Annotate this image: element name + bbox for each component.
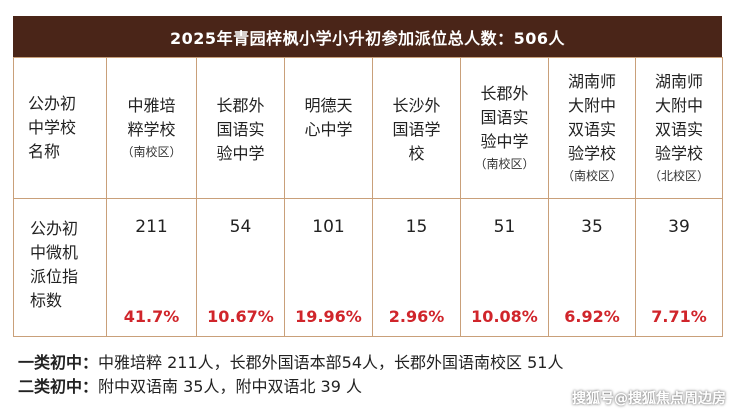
row-label-line: 公办初 (30, 219, 79, 238)
school-name-line: 双语实 (654, 120, 703, 139)
quota-cell: 211 41.7% (106, 198, 197, 337)
school-header-cell: 明德天 心中学 (284, 57, 373, 199)
school-name-line: 心中学 (304, 120, 353, 139)
quota-cell: 39 7.71% (635, 198, 723, 337)
note-line: 一类初中：中雅培粹 211人，长郡外国语本部54人，长郡外国语南校区 51人 (18, 351, 563, 375)
row-label-cell: 公办初 中微机 派位指 标数 (13, 198, 107, 337)
school-header-cell: 湖南师 大附中 双语实 验学校 （南校区） (548, 57, 636, 199)
school-name-line: 明德天 (304, 96, 353, 115)
quota-cell: 35 6.92% (548, 198, 636, 337)
row-label-line: 派位指 (30, 267, 79, 286)
note-line: 二类初中：附中双语南 35人，附中双语北 39 人 (18, 375, 563, 399)
school-name-line: 湖南师 (654, 72, 703, 91)
quota-count: 54 (229, 217, 252, 237)
quota-percent: 10.08% (471, 307, 538, 326)
row-label-line: 标数 (30, 291, 63, 310)
quota-count: 101 (312, 217, 345, 237)
quota-count: 35 (581, 217, 603, 237)
school-name-line: 中雅培 (127, 96, 176, 115)
quota-count: 51 (493, 217, 516, 237)
school-campus: （南校区） (474, 157, 535, 171)
row-label-line: 中微机 (30, 243, 79, 262)
school-name-line: 湖南师 (567, 72, 616, 91)
header-label-cell: 公办初 中学校 名称 (13, 57, 107, 199)
quota-percent: 10.67% (207, 307, 274, 326)
school-name-line: 双语实 (567, 120, 616, 139)
school-name-line: 大附中 (567, 96, 616, 115)
quota-cell: 101 19.96% (284, 198, 373, 337)
school-header-cell: 长郡外 国语实 验中学 (196, 57, 285, 199)
note-label: 二类初中： (18, 377, 99, 396)
school-name-line: 大附中 (654, 96, 703, 115)
quota-count: 39 (668, 217, 690, 237)
header-label-line: 名称 (28, 142, 61, 161)
school-name-line: 验学校 (654, 144, 703, 163)
quota-cell: 15 2.96% (372, 198, 461, 337)
quota-count: 211 (135, 217, 168, 237)
school-name-line: 国语实 (480, 108, 529, 127)
quota-cell: 51 10.08% (460, 198, 549, 337)
quota-percent: 41.7% (123, 307, 180, 326)
header-row: 公办初 中学校 名称 中雅培 粹学校 （南校区） 长郡外 国语实 验中学 (13, 57, 723, 199)
school-header-cell: 中雅培 粹学校 （南校区） (106, 57, 197, 199)
quota-percent: 19.96% (295, 307, 362, 326)
school-name-line: 长沙外 (392, 96, 441, 115)
school-campus: （北校区） (648, 169, 709, 183)
quota-row: 公办初 中微机 派位指 标数 211 41.7% 54 10.67% 101 1… (13, 198, 723, 337)
quota-count: 15 (405, 217, 428, 237)
note-text: 中雅培粹 211人，长郡外国语本部54人，长郡外国语南校区 51人 (98, 353, 564, 372)
school-header-cell: 长郡外 国语实 验中学 （南校区） (460, 57, 549, 199)
notes: 一类初中：中雅培粹 211人，长郡外国语本部54人，长郡外国语南校区 51人 二… (18, 351, 563, 399)
school-name-line: 粹学校 (127, 120, 176, 139)
school-name-line: 长郡外 (480, 84, 529, 103)
school-name-line: 验中学 (480, 132, 529, 151)
note-label: 一类初中： (18, 353, 99, 372)
allocation-table: 公办初 中学校 名称 中雅培 粹学校 （南校区） 长郡外 国语实 验中学 (13, 57, 723, 337)
note-text: 附中双语南 35人，附中双语北 39 人 (98, 377, 362, 396)
school-header-cell: 长沙外 国语学 校 (372, 57, 461, 199)
school-campus: （南校区） (561, 169, 622, 183)
quota-percent: 7.71% (651, 307, 707, 326)
school-name-line: 长郡外 (216, 96, 265, 115)
school-header-cell: 湖南师 大附中 双语实 验学校 （北校区） (635, 57, 723, 199)
school-campus: （南校区） (121, 145, 182, 159)
quota-percent: 6.92% (564, 307, 620, 326)
table-title: 2025年青园梓枫小学小升初参加派位总人数：506人 (13, 16, 722, 57)
school-name-line: 验学校 (567, 144, 616, 163)
school-name-line: 校 (408, 144, 425, 163)
quota-cell: 54 10.67% (196, 198, 285, 337)
header-label-line: 中学校 (28, 118, 77, 137)
school-name-line: 国语实 (216, 120, 265, 139)
quota-percent: 2.96% (388, 307, 445, 326)
school-name-line: 国语学 (392, 120, 441, 139)
header-label-line: 公办初 (28, 94, 77, 113)
school-name-line: 验中学 (216, 144, 265, 163)
watermark: 搜狐号@搜狐焦点周边房 (572, 391, 726, 407)
